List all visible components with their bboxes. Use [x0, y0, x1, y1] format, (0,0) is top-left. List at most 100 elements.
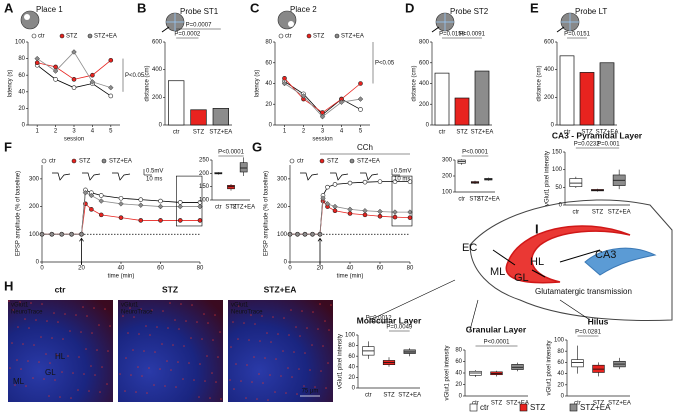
stain-dot	[98, 324, 100, 326]
marker	[78, 231, 85, 238]
stain-dot	[91, 332, 93, 334]
panel-label: B	[137, 0, 146, 15]
x-tick-label: STZ	[225, 205, 237, 211]
sig-label: P<0.0001	[484, 340, 511, 346]
y-tick-label: 200	[277, 204, 288, 210]
chart-title: Hilus	[588, 316, 609, 326]
x-axis-label: time (min)	[337, 274, 364, 280]
marker	[68, 231, 75, 238]
stain-dot	[327, 362, 329, 364]
stain-dot	[246, 364, 248, 366]
legend-swatch	[469, 403, 478, 412]
x-tick-label: ctr	[564, 130, 571, 136]
panel-label: I	[535, 221, 539, 236]
trace	[300, 172, 319, 181]
series-line	[36, 51, 111, 89]
marker	[309, 231, 316, 238]
marker	[392, 209, 398, 215]
stain-dot	[82, 306, 84, 308]
marker	[177, 203, 184, 210]
y-tick-label: 0	[551, 123, 555, 129]
y-tick-label: 60	[557, 360, 564, 366]
stain-dot	[204, 380, 206, 382]
sig-label: P<0.0001	[462, 150, 489, 156]
y-tick-label: 100	[345, 333, 356, 339]
chart-title: Place 1	[36, 5, 63, 14]
marker	[319, 113, 326, 120]
panel-label: A	[4, 0, 14, 15]
stain-label: vGlut1	[11, 303, 29, 309]
stain-dot	[69, 330, 71, 332]
stain-dot	[238, 305, 240, 307]
marker	[362, 212, 368, 218]
stain-dot	[219, 331, 221, 333]
stain-dot	[12, 309, 14, 311]
x-tick-label: ctr	[365, 393, 372, 399]
stain-dot	[293, 351, 295, 353]
legend-marker	[289, 158, 295, 164]
y-tick-label: 200	[29, 204, 40, 210]
stain-dot	[324, 320, 326, 322]
stain-dot	[56, 354, 58, 356]
stain-dot	[296, 393, 298, 395]
stain-dot	[304, 352, 306, 354]
sig-label: P=0.0091	[459, 32, 486, 38]
stain-dot	[62, 338, 64, 340]
stain-dot	[254, 323, 256, 325]
stain-dot	[109, 325, 111, 327]
y-tick-label: 100	[277, 232, 288, 238]
stain-dot	[196, 321, 198, 323]
diagram-caption: Glutamatergic transmission	[535, 287, 632, 296]
y-tick-label: 80	[348, 343, 355, 349]
stain-dot	[283, 317, 285, 319]
stain-dot	[314, 386, 316, 388]
marker	[302, 231, 308, 238]
y-axis-label: vGlut1 pixel intensity	[545, 151, 551, 206]
stain-dot	[309, 369, 311, 371]
stain-dot	[295, 326, 297, 328]
y-tick-label: 200	[152, 95, 163, 101]
panel-label: G	[252, 139, 262, 154]
x-tick-label: 40	[347, 266, 354, 272]
legend-marker	[31, 33, 37, 39]
marker	[108, 57, 114, 63]
y-tick-label: 800	[419, 40, 430, 46]
x-tick-label: 2	[54, 129, 58, 135]
y-tick-label: 20	[557, 382, 564, 388]
stain-dot	[274, 391, 276, 393]
marker	[88, 192, 95, 199]
stain-dot	[59, 396, 61, 398]
y-tick-label: 80	[265, 40, 272, 46]
stain-dot	[220, 398, 222, 400]
y-tick-label: 150	[199, 184, 210, 190]
bar	[599, 62, 615, 126]
chart-title: CA3 - Pyramidal Layer	[552, 130, 643, 140]
marker	[108, 84, 114, 91]
stain-dot	[94, 374, 96, 376]
marker	[157, 203, 164, 210]
x-tick-label: 3	[72, 129, 76, 135]
stain-dot	[180, 303, 182, 305]
stain-dot	[49, 362, 51, 364]
stain-dot	[261, 315, 263, 317]
stain-dot	[16, 359, 18, 361]
marker	[138, 218, 144, 223]
y-tick-label: 60	[265, 60, 272, 66]
legend-label: STZ	[327, 159, 339, 165]
x-tick-label: STZ+EA	[608, 210, 631, 216]
stain-dot	[45, 353, 47, 355]
legend-marker	[71, 158, 77, 164]
region-label: ML	[13, 377, 25, 386]
y-axis-label: vGlut1 pixel intensity	[445, 345, 451, 400]
x-tick-label: STZ+EA	[398, 393, 421, 399]
x-tick-label: 20	[78, 266, 85, 272]
stain-dot	[291, 376, 293, 378]
stain-dot	[248, 339, 250, 341]
marker	[197, 203, 203, 210]
panel-label: C	[250, 0, 260, 15]
stain-dot	[153, 384, 155, 386]
marker	[71, 77, 77, 82]
bar	[559, 55, 575, 126]
x-tick-label: STZ+EA	[471, 130, 494, 136]
legend-label: STZ	[79, 159, 91, 165]
